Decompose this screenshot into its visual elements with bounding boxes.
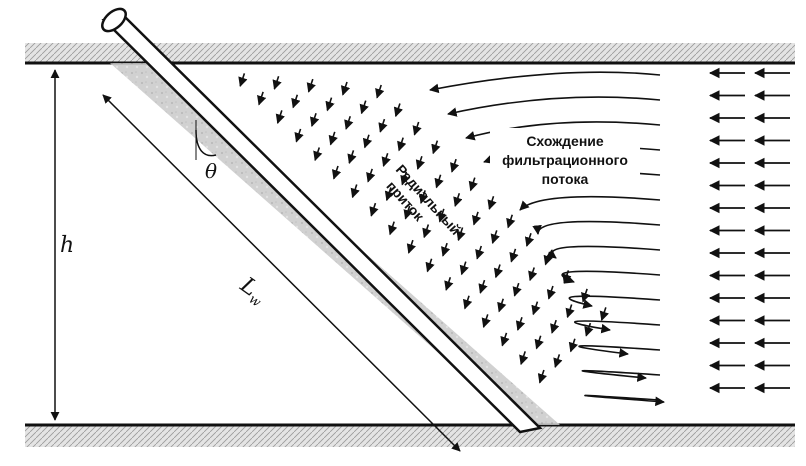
radial-arrow	[537, 369, 547, 384]
label-radial-inflow: Радиальный приток	[379, 161, 466, 253]
radial-arrow	[422, 224, 432, 239]
radial-arrow	[444, 277, 454, 291]
wellbore	[101, 7, 543, 434]
radial-arrow	[568, 338, 578, 353]
streamline	[465, 121, 661, 141]
streamline	[568, 295, 661, 309]
radial-arrow	[415, 155, 425, 170]
radial-arrow	[471, 211, 482, 226]
radial-arrow	[581, 288, 591, 303]
radial-arrow	[441, 242, 451, 257]
radial-arrow	[325, 97, 335, 112]
radial-arrow	[388, 221, 398, 236]
streamline	[447, 96, 661, 117]
well-length-dimension	[102, 94, 461, 452]
radial-arrow	[599, 307, 609, 322]
radial-arrow	[519, 351, 529, 366]
radial-arrow	[425, 258, 435, 273]
radial-arrow	[328, 131, 338, 146]
radial-arrow	[506, 214, 516, 229]
radial-arrow	[375, 84, 385, 99]
label-converge-1: Схождение	[526, 133, 604, 149]
bottom-boundary	[25, 423, 795, 447]
radial-arrow	[475, 245, 485, 260]
streamline	[578, 345, 661, 358]
radial-arrow	[531, 301, 541, 316]
radial-arrow	[309, 113, 320, 127]
label-lw: Lw	[233, 272, 271, 310]
radial-arrow	[459, 261, 469, 276]
radial-arrow	[584, 322, 594, 337]
label-converge-3: потока	[542, 171, 589, 187]
radial-arrow	[550, 319, 560, 334]
uniform-flow-arrows	[708, 67, 790, 394]
radial-arrow	[275, 110, 285, 125]
radial-arrow	[431, 140, 441, 155]
radial-arrow	[478, 279, 488, 294]
streamline	[574, 320, 661, 334]
radial-arrow	[412, 121, 422, 136]
streamline	[519, 195, 661, 211]
radial-arrow	[378, 118, 388, 133]
radial-arrow	[500, 332, 510, 347]
label-converge-2: фильтрационного	[502, 152, 628, 168]
radial-arrow	[313, 147, 323, 162]
radial-arrow	[381, 153, 391, 167]
radial-arrow	[453, 193, 463, 207]
radial-arrow	[366, 168, 376, 183]
radial-arrow	[369, 202, 379, 217]
radial-arrow	[331, 165, 342, 180]
label-theta: θ	[205, 159, 217, 183]
radial-arrow	[468, 177, 478, 192]
radial-arrow	[306, 78, 316, 93]
radial-arrow	[272, 75, 282, 90]
radial-arrow	[291, 94, 301, 109]
radial-arrow	[294, 128, 304, 143]
streamline	[546, 245, 661, 259]
radial-arrow	[553, 354, 563, 368]
radial-arrow	[490, 230, 500, 245]
label-h: h	[60, 233, 74, 258]
radial-arrow	[481, 314, 491, 328]
radial-arrow	[528, 267, 538, 282]
streamline	[429, 71, 661, 94]
radial-arrow	[350, 184, 360, 199]
radial-arrow	[340, 81, 351, 96]
radial-arrow	[493, 264, 504, 279]
radial-arrow	[406, 239, 416, 254]
radial-arrow	[524, 233, 535, 247]
radial-arrow	[487, 195, 497, 210]
radial-arrow	[534, 335, 544, 350]
radial-arrow	[347, 150, 357, 165]
radial-arrow	[543, 251, 553, 266]
radial-arrow	[515, 316, 526, 331]
radial-arrow	[362, 134, 373, 149]
radial-arrow	[497, 298, 507, 313]
streamline	[581, 369, 661, 382]
radial-arrow	[462, 295, 473, 310]
radial-arrow	[393, 103, 403, 118]
radial-arrow	[238, 73, 248, 87]
streamline	[561, 270, 661, 284]
converge-label-bg	[490, 128, 640, 188]
streamline	[532, 220, 661, 235]
radial-arrow	[359, 100, 369, 115]
radial-arrow	[512, 282, 522, 297]
radial-arrow	[257, 91, 267, 106]
radial-arrow	[565, 304, 575, 319]
streamline	[584, 394, 665, 407]
radial-arrow	[450, 158, 460, 173]
radial-arrow	[434, 174, 444, 189]
radial-arrow	[344, 115, 354, 130]
radial-arrow	[546, 285, 556, 300]
radial-arrow	[397, 137, 407, 152]
radial-arrow	[509, 248, 519, 263]
